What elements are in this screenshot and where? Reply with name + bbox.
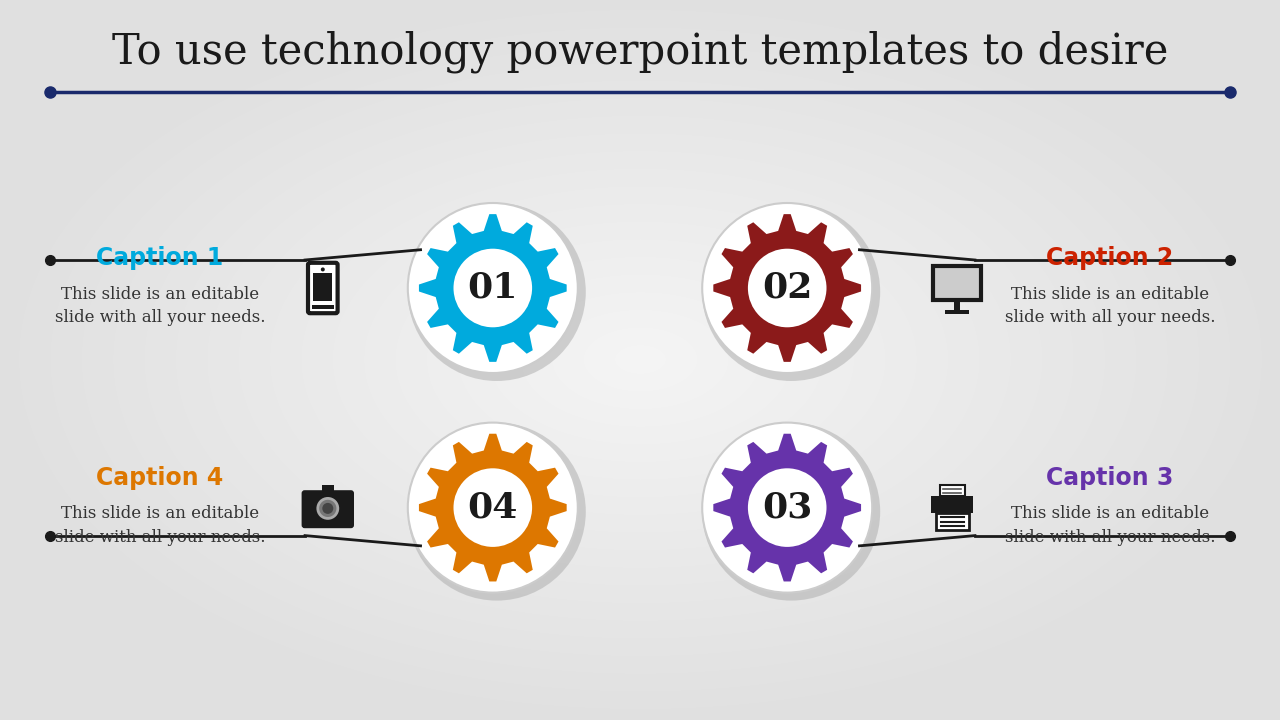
Text: 02: 02 bbox=[762, 271, 813, 305]
Text: This slide is an editable
slide with all your needs.: This slide is an editable slide with all… bbox=[55, 505, 265, 546]
Circle shape bbox=[703, 203, 872, 373]
Text: 03: 03 bbox=[762, 490, 813, 525]
Polygon shape bbox=[713, 214, 861, 362]
Polygon shape bbox=[419, 214, 567, 362]
Circle shape bbox=[703, 423, 872, 593]
Circle shape bbox=[317, 498, 338, 518]
Circle shape bbox=[408, 423, 577, 593]
Bar bbox=[323, 485, 334, 493]
FancyBboxPatch shape bbox=[308, 263, 338, 313]
Circle shape bbox=[748, 248, 827, 328]
Polygon shape bbox=[419, 433, 567, 582]
Bar bbox=[945, 310, 969, 314]
Circle shape bbox=[321, 267, 325, 271]
Circle shape bbox=[453, 468, 532, 547]
Circle shape bbox=[323, 503, 333, 514]
Text: Caption 2: Caption 2 bbox=[1046, 246, 1174, 270]
Bar bbox=[936, 513, 969, 530]
Bar bbox=[314, 273, 333, 300]
Polygon shape bbox=[713, 433, 861, 582]
Circle shape bbox=[703, 203, 881, 381]
Circle shape bbox=[453, 248, 532, 328]
Bar bbox=[312, 305, 334, 309]
Circle shape bbox=[703, 423, 881, 600]
Bar bbox=[940, 485, 965, 496]
Text: Caption 1: Caption 1 bbox=[96, 246, 224, 270]
Circle shape bbox=[408, 423, 586, 600]
Text: Caption 3: Caption 3 bbox=[1046, 466, 1174, 490]
Bar bbox=[933, 266, 982, 300]
Circle shape bbox=[408, 203, 586, 381]
Text: Caption 4: Caption 4 bbox=[96, 466, 224, 490]
Text: 04: 04 bbox=[467, 490, 518, 525]
Bar bbox=[932, 496, 973, 513]
Text: To use technology powerpoint templates to desire: To use technology powerpoint templates t… bbox=[111, 31, 1169, 73]
Circle shape bbox=[748, 468, 827, 547]
Text: This slide is an editable
slide with all your needs.: This slide is an editable slide with all… bbox=[1005, 286, 1215, 326]
Text: This slide is an editable
slide with all your needs.: This slide is an editable slide with all… bbox=[55, 286, 265, 326]
FancyBboxPatch shape bbox=[302, 490, 355, 528]
Text: This slide is an editable
slide with all your needs.: This slide is an editable slide with all… bbox=[1005, 505, 1215, 546]
Text: 01: 01 bbox=[467, 271, 518, 305]
Circle shape bbox=[408, 203, 577, 373]
Bar bbox=[955, 300, 960, 310]
